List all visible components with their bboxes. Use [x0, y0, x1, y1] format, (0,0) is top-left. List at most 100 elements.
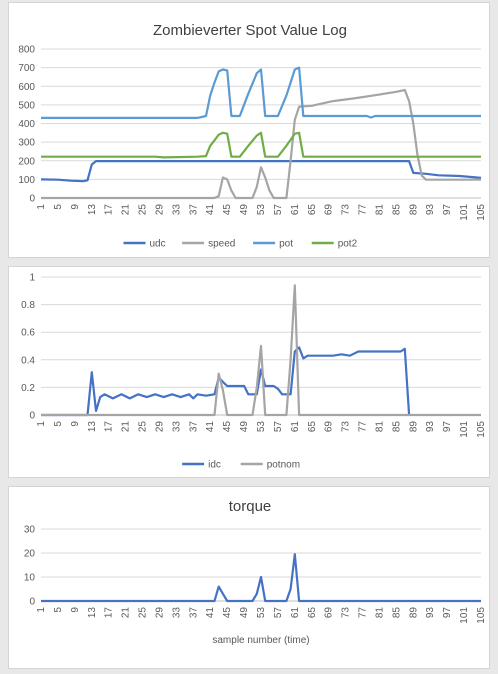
chart1-x-tick-label: 85: [391, 204, 402, 216]
chart2-x-tick-label: 97: [442, 421, 453, 433]
chart3-x-tick-label: 13: [87, 607, 98, 619]
chart3-x-tick-label: 29: [154, 607, 165, 619]
chart3-x-tick-label: 89: [408, 607, 419, 619]
chart3-x-tick-label: 45: [222, 607, 233, 619]
chart1-legend-label: pot: [279, 239, 293, 250]
chart1-x-tick-label: 97: [442, 204, 453, 216]
chart2-x-tick-label: 81: [374, 421, 385, 433]
chart2-y-tick-label: 0.2: [21, 383, 35, 394]
chart1-x-tick-label: 93: [425, 204, 436, 216]
chart3-x-tick-label: 53: [256, 607, 267, 619]
chart3-x-tick-label: 9: [70, 607, 81, 613]
chart3-x-tick-label: 21: [121, 607, 132, 619]
chart1-legend-label: pot2: [338, 239, 358, 250]
chart2-x-tick-label: 61: [290, 421, 301, 433]
chart1-y-tick-label: 200: [18, 156, 35, 167]
chart1-x-tick-label: 17: [104, 204, 115, 216]
chart1-y-tick-label: 500: [18, 100, 35, 111]
chart3-x-tick-label: 69: [324, 607, 335, 619]
chart3-y-tick-label: 20: [24, 549, 36, 560]
chart3-y-tick-label: 10: [24, 573, 36, 584]
chart2-x-tick-label: 5: [53, 421, 64, 427]
chart3-x-axis-label: sample number (time): [212, 635, 309, 646]
chart1-series-line-pot2: [41, 131, 481, 159]
chart2-x-tick-label: 33: [171, 421, 182, 433]
chart2-x-tick-label: 25: [138, 421, 149, 433]
chart1-x-tick-label: 81: [374, 204, 385, 216]
chart2-series-line-idc: [41, 346, 411, 417]
chart1-x-tick-label: 61: [290, 204, 301, 216]
chart1-x-tick-label: 29: [154, 204, 165, 216]
chart1-x-tick-label: 1: [36, 204, 47, 210]
chart1-x-tick-label: 49: [239, 204, 250, 216]
chart2-y-tick-label: 0.6: [21, 328, 35, 339]
chart2-legend-label: potnom: [267, 460, 300, 471]
chart3-x-tick-label: 61: [290, 607, 301, 619]
chart3-x-tick-label: 97: [442, 607, 453, 619]
chart3-y-tick-label: 0: [29, 597, 35, 608]
chart-panel-torque: torque 0 10 20 30 1 5 9 13 17 21 25 29 33 37 41 45 49 53 57…: [8, 486, 490, 669]
chart2-y-tick-label: 0.4: [21, 355, 35, 366]
chart2-x-tick-label: 45: [222, 421, 233, 433]
chart3-x-tick-label: 1: [36, 607, 47, 613]
chart2-x-tick-label: 69: [324, 421, 335, 433]
chart2-x-tick-label: 93: [425, 421, 436, 433]
chart1-y-tick-label: 100: [18, 175, 35, 186]
chart1-x-tick-label: 21: [121, 204, 132, 216]
chart2-legend-label: idc: [208, 460, 221, 471]
chart1-x-tick-label: 9: [70, 204, 81, 210]
chart1-x-tick-label: 37: [188, 204, 199, 216]
chart3-x-tick-label: 77: [358, 607, 369, 619]
chart1-x-tick-label: 13: [87, 204, 98, 216]
chart3-x-tick-label: 65: [307, 607, 318, 619]
chart3-x-tick-label: 73: [341, 607, 352, 619]
chart3-title: torque: [229, 498, 272, 515]
chart1-x-tick-label: 45: [222, 204, 233, 216]
chart3-series-line-torque: [41, 553, 481, 603]
chart1-x-tick-label: 25: [138, 204, 149, 216]
chart3-y-tick-label: 30: [24, 525, 36, 536]
chart3-x-tick-label: 105: [476, 607, 487, 624]
chart1-x-tick-label: 53: [256, 204, 267, 216]
chart2-x-tick-label: 65: [307, 421, 318, 433]
chart2-x-tick-label: 105: [476, 421, 487, 438]
chart-idc-potnom: 00.20.40.60.811 5 9 13 17 21 25 29 33 37 41 45 49 53 5…: [21, 273, 487, 471]
chart2-x-tick-label: 9: [70, 421, 81, 427]
chart2-x-tick-label: 53: [256, 421, 267, 433]
chart1-x-tick-label: 41: [205, 204, 216, 216]
chart3-x-tick-label: 93: [425, 607, 436, 619]
chart3-x-tick-label: 49: [239, 607, 250, 619]
chart3-x-tick-label: 101: [459, 607, 470, 624]
chart1-legend-label: udc: [150, 239, 166, 250]
chart1-title: Zombieverter Spot Value Log: [153, 22, 347, 39]
chart-panel-idc-potnom: 0 0.2 0.4 0.6 0.8 1 1 5 9 13 17 21 25 29 33 37 41 45 49 53 5…: [8, 266, 490, 478]
chart1-x-tick-label: 57: [273, 204, 284, 216]
chart2-x-tick-label: 85: [391, 421, 402, 433]
chart2-x-tick-label: 73: [341, 421, 352, 433]
chart1-x-tick-label: 89: [408, 204, 419, 216]
chart3-x-tick-label: 25: [138, 607, 149, 619]
chart2-x-tick-label: 101: [459, 421, 470, 438]
chart2-y-tick-label: 0.8: [21, 300, 35, 311]
chart1-y-tick-label: 300: [18, 138, 35, 149]
chart1-legend-label: speed: [208, 239, 235, 250]
chart1-x-tick-label: 69: [324, 204, 335, 216]
chart1-x-tick-label: 77: [358, 204, 369, 216]
chart3-x-tick-label: 81: [374, 607, 385, 619]
chart1-y-tick-label: 600: [18, 82, 35, 93]
chart-panel-spot-values: Zombieverter Spot Value Log 0 100 200 300 400…: [8, 2, 490, 258]
chart3-x-tick-label: 41: [205, 607, 216, 619]
chart1-y-tick-label: 400: [18, 119, 35, 130]
chart2-x-tick-label: 57: [273, 421, 284, 433]
chart3-x-tick-label: 37: [188, 607, 199, 619]
chart2-x-tick-label: 17: [104, 421, 115, 433]
chart1-series-line-udc: [40, 160, 482, 183]
chart1-series-line-pot: [41, 66, 481, 120]
chart2-x-tick-label: 1: [36, 421, 47, 427]
chart2-x-tick-label: 77: [358, 421, 369, 433]
chart2-x-tick-label: 37: [188, 421, 199, 433]
chart2-x-tick-label: 41: [205, 421, 216, 433]
chart2-y-tick-label: 1: [29, 273, 35, 284]
chart1-x-tick-label: 105: [476, 204, 487, 221]
chart1-y-tick-label: 800: [18, 45, 35, 56]
